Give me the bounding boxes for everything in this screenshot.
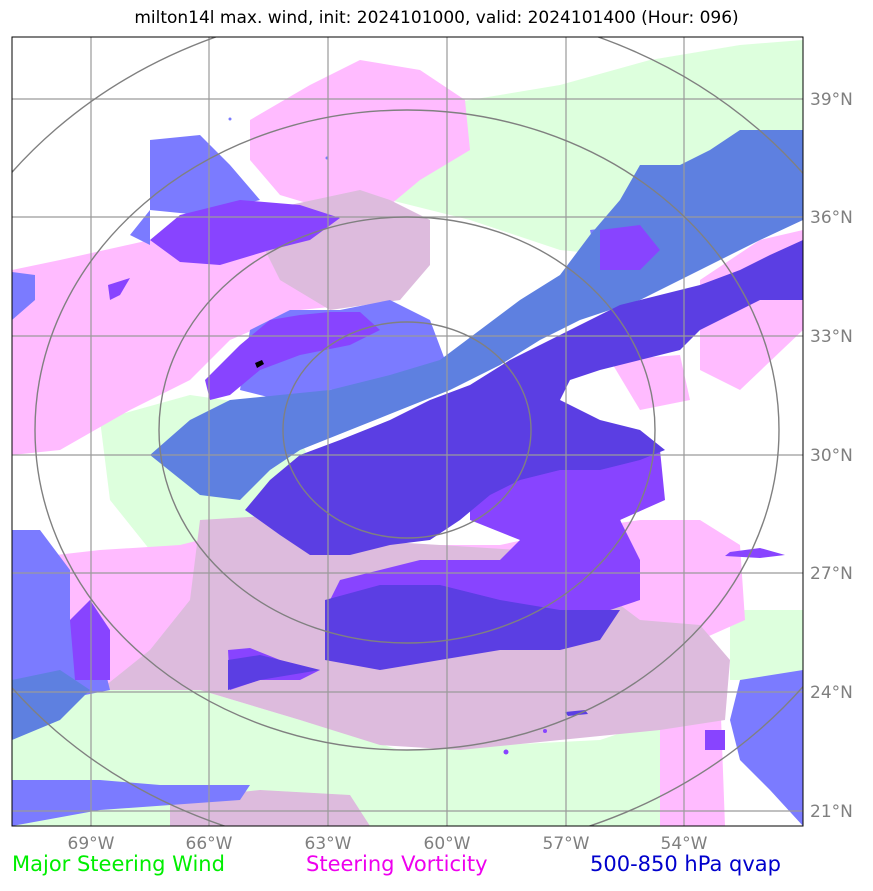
lat-label: 21°N bbox=[810, 802, 853, 822]
lat-label: 30°N bbox=[810, 446, 853, 466]
lon-label: 54°W bbox=[661, 834, 708, 854]
legend-qvap: 500-850 hPa qvap bbox=[590, 852, 781, 876]
lat-label: 33°N bbox=[810, 327, 853, 347]
range-ring-2 bbox=[158, 216, 656, 644]
map-title: milton14l max. wind, init: 2024101000, v… bbox=[134, 8, 739, 28]
range-ring-1 bbox=[282, 321, 532, 539]
graticule bbox=[12, 37, 803, 826]
qvap-steel-layer bbox=[12, 130, 803, 740]
legend-steering-wind: Major Steering Wind bbox=[12, 852, 225, 876]
lat-label: 36°N bbox=[810, 208, 853, 228]
lon-label: 60°W bbox=[424, 834, 471, 854]
lat-label: 39°N bbox=[810, 90, 853, 110]
range-rings bbox=[12, 37, 803, 826]
lon-label: 66°W bbox=[186, 834, 233, 854]
map-plot-area bbox=[12, 37, 803, 826]
qvap-dark-layer bbox=[228, 240, 803, 690]
lat-label: 24°N bbox=[810, 683, 853, 703]
lon-label: 57°W bbox=[543, 834, 590, 854]
lon-label: 63°W bbox=[305, 834, 352, 854]
lat-labels: 39°N 36°N 33°N 30°N 27°N 24°N 21°N bbox=[810, 90, 853, 822]
lon-label: 69°W bbox=[68, 834, 115, 854]
range-ring-3 bbox=[34, 109, 780, 751]
lon-labels: 69°W 66°W 63°W 60°W 57°W 54°W bbox=[68, 834, 708, 854]
legend-steering-vorticity: Steering Vorticity bbox=[306, 852, 488, 876]
map-frame bbox=[11, 36, 804, 827]
lat-label: 27°N bbox=[810, 564, 853, 584]
